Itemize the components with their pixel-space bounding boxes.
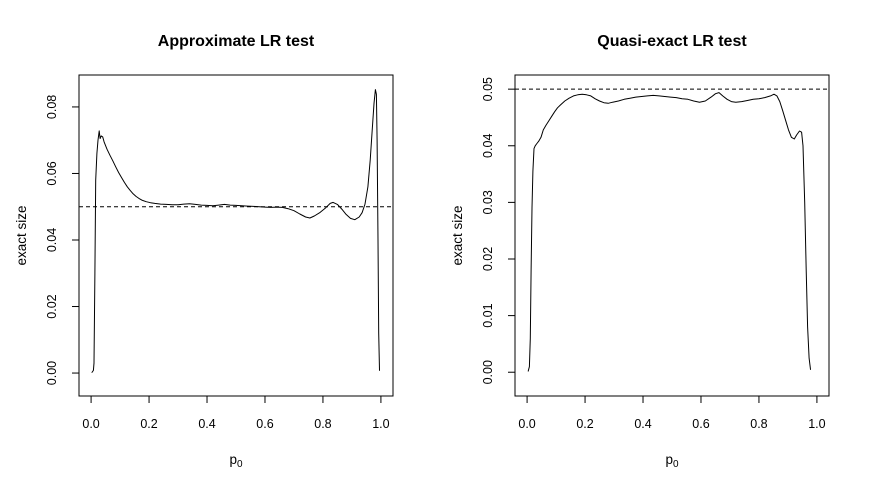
y-axis-label: exact size — [450, 205, 465, 265]
y-axis-tick-label: 0.02 — [45, 294, 59, 318]
x-axis-tick-label: 0.8 — [750, 417, 767, 431]
x-axis-tick-label: 0.6 — [692, 417, 709, 431]
y-axis-tick-label: 0.05 — [481, 77, 495, 101]
y-axis-tick-label: 0.00 — [45, 361, 59, 385]
chart-panel-quasi-exact-lr: 0.0 0.2 0.4 0.6 0.8 1.0 0.00 0.01 0.02 0.03 0.04 0.… — [436, 0, 872, 496]
y-axis-label: exact size — [14, 205, 29, 265]
x-axis-tick-label: 0.8 — [314, 417, 331, 431]
y-axis-tick-label: 0.06 — [45, 161, 59, 185]
x-axis-tick-label: 0.2 — [140, 417, 157, 431]
x-axis-label: p0 — [229, 452, 243, 470]
plot-box — [78, 74, 394, 397]
y-axis-tick-label: 0.02 — [481, 247, 495, 271]
x-axis-tick-label: 0.4 — [198, 417, 215, 431]
x-axis-tick-label: 0.6 — [256, 417, 273, 431]
x-axis-tick-label: 0.0 — [82, 417, 99, 431]
chart-panel-approximate-lr: 0.0 0.2 0.4 0.6 0.8 1.0 0.00 0.02 0.04 0.06 0.08 Ap… — [14, 33, 394, 470]
x-axis-tick-label: 0.0 — [518, 417, 535, 431]
exact-size-curve — [91, 89, 380, 373]
chart-title: Quasi-exact LR test — [597, 33, 747, 50]
x-axis-tick-label: 0.2 — [576, 417, 593, 431]
y-axis-tick-label: 0.01 — [481, 303, 495, 327]
chart-svg: 0.0 0.2 0.4 0.6 0.8 1.0 0.00 0.02 0.04 0.06 0.08 Ap… — [14, 33, 394, 470]
x-axis-tick-label: 1.0 — [372, 417, 389, 431]
y-axis-tick-label: 0.04 — [481, 134, 495, 158]
chart-title: Approximate LR test — [158, 33, 315, 50]
y-axis-tick-label: 0.08 — [45, 95, 59, 119]
chart-svg: 0.0 0.2 0.4 0.6 0.8 1.0 0.00 0.01 0.02 0.03 0.04 0.… — [450, 33, 830, 470]
x-axis-tick-label: 0.4 — [634, 417, 651, 431]
y-axis-tick-label: 0.04 — [45, 228, 59, 252]
y-axis-tick-label: 0.03 — [481, 190, 495, 214]
x-axis-tick-label: 1.0 — [808, 417, 825, 431]
plot-box — [514, 74, 830, 397]
y-axis-tick-label: 0.00 — [481, 360, 495, 384]
x-axis-label: p0 — [665, 452, 679, 470]
exact-size-curve — [527, 92, 811, 372]
